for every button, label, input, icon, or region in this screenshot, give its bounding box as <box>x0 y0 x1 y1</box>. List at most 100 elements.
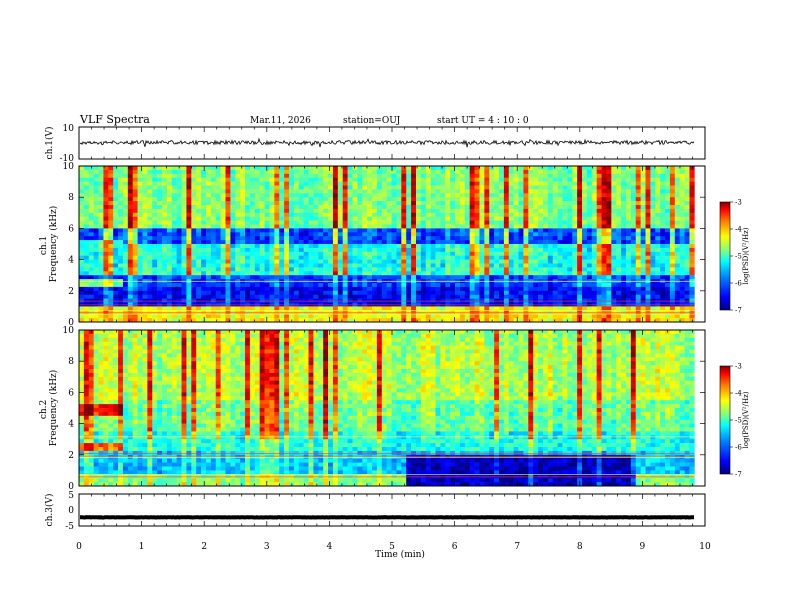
spectrogram-cell <box>264 251 270 256</box>
spectrogram-cell <box>362 283 368 288</box>
spectrogram-cell <box>635 208 641 214</box>
spectrogram-cell <box>669 212 676 217</box>
spectrogram-cell <box>372 251 378 256</box>
spectrogram-cell <box>376 212 383 217</box>
spectrogram-cell <box>230 247 236 253</box>
spectrogram-cell <box>406 220 412 225</box>
spectrogram-cell <box>191 306 197 311</box>
spectrogram-cell <box>586 259 593 264</box>
spectrogram-cell <box>386 290 392 295</box>
spectrogram-cell <box>332 283 339 288</box>
spectrogram-cell <box>137 271 143 276</box>
spectrogram-cell <box>328 286 334 292</box>
spectrogram-cell <box>162 228 168 233</box>
spectrogram-cell <box>499 169 505 175</box>
spectrogram-cell <box>386 283 392 288</box>
spectrogram-cell <box>420 290 427 295</box>
spectrogram-cell <box>499 212 505 217</box>
spectrogram-cell <box>430 263 436 268</box>
spectrogram-cell <box>650 224 656 229</box>
spectrogram-cell <box>157 193 163 198</box>
spectrogram-cell <box>542 201 549 206</box>
spectrogram-cell <box>318 294 324 299</box>
spectrogram-cell <box>352 220 358 225</box>
spectrogram-cell <box>411 240 417 245</box>
spectrogram-cell <box>127 290 134 295</box>
spectrogram-cell <box>118 267 124 272</box>
spectrogram-cell <box>611 251 617 256</box>
spectrogram-cell <box>601 193 607 198</box>
spectrogram-cell <box>157 216 163 221</box>
spectrogram-cell <box>440 247 446 253</box>
spectrogram-cell <box>298 169 304 175</box>
spectrogram-cell <box>503 283 510 288</box>
spectrogram-cell <box>259 283 265 288</box>
spectrogram-cell <box>406 197 412 202</box>
spectrogram-cell <box>508 201 514 206</box>
spectrogram-cell <box>264 247 270 253</box>
spectrogram-cell <box>108 193 114 198</box>
spectrogram-cell <box>625 197 632 202</box>
spectrogram-cell <box>401 212 407 217</box>
spectrogram-cell <box>406 185 412 190</box>
spectrogram-cell <box>215 177 221 182</box>
spectrogram-cell <box>582 290 588 295</box>
spectrogram-cell <box>284 290 290 295</box>
spectrogram-cell <box>342 267 348 272</box>
spectrogram-cell <box>98 244 104 249</box>
spectrogram-cell <box>660 201 666 206</box>
spectrogram-cell <box>484 232 490 237</box>
spectrogram-cell <box>674 169 680 175</box>
spectrogram-cell <box>406 208 412 214</box>
spectrogram-cell <box>122 220 129 225</box>
spectrogram-cell <box>191 255 197 260</box>
spectrogram-cell <box>557 290 563 295</box>
spectrogram-cell <box>508 197 514 202</box>
spectrogram-cell <box>152 201 158 206</box>
spectrogram-cell <box>572 247 578 253</box>
spectrogram-cell <box>660 306 666 311</box>
spectrogram-cell <box>162 189 168 194</box>
spectrogram-cell <box>630 267 637 272</box>
spectrogram-cell <box>586 286 593 292</box>
spectrogram-cell <box>625 208 632 214</box>
spectrogram-cell <box>616 240 622 245</box>
spectrogram-cell <box>293 228 300 233</box>
spectrogram-cell <box>249 224 256 229</box>
spectrogram-cell <box>577 201 583 206</box>
spectrogram-cell <box>455 294 461 299</box>
spectrogram-cell <box>196 197 202 202</box>
spectrogram-cell <box>650 263 656 268</box>
spectrogram-cell <box>235 177 241 182</box>
spectrogram-cell <box>147 255 153 260</box>
spectrogram-cell <box>83 212 90 217</box>
spectrogram-cell <box>376 236 383 241</box>
spectrogram-cell <box>660 212 666 217</box>
spectrogram-cell <box>147 247 153 253</box>
spectrogram-cell <box>362 267 368 272</box>
spectrogram-cell <box>401 267 407 272</box>
spectrogram-cell <box>225 290 231 295</box>
spectrogram-cell <box>547 240 554 245</box>
spectrogram-cell <box>484 205 490 210</box>
spectrogram-cell <box>469 306 475 311</box>
spectrogram-cell <box>93 216 99 221</box>
spectrogram-cell <box>425 244 431 249</box>
spectrogram-cell <box>328 283 334 288</box>
spectrogram-cell <box>669 290 676 295</box>
spectrogram-cell <box>386 193 392 198</box>
spectrogram-cell <box>245 205 251 210</box>
spectrogram-cell <box>655 201 661 206</box>
spectrogram-cell <box>259 275 265 280</box>
spectrogram-cell <box>406 251 412 256</box>
spectrogram-cell <box>93 205 99 210</box>
spectrogram-cell <box>557 286 563 292</box>
spectrogram-cell <box>220 232 226 237</box>
spectrogram-cell <box>464 177 470 182</box>
spectrogram-cell <box>303 173 309 178</box>
spectrogram-cell <box>225 247 231 253</box>
spectrogram-cell <box>582 169 588 175</box>
spectrogram-cell <box>113 290 119 295</box>
spectrogram-cell <box>181 251 187 256</box>
spectrogram-cell <box>420 205 427 210</box>
